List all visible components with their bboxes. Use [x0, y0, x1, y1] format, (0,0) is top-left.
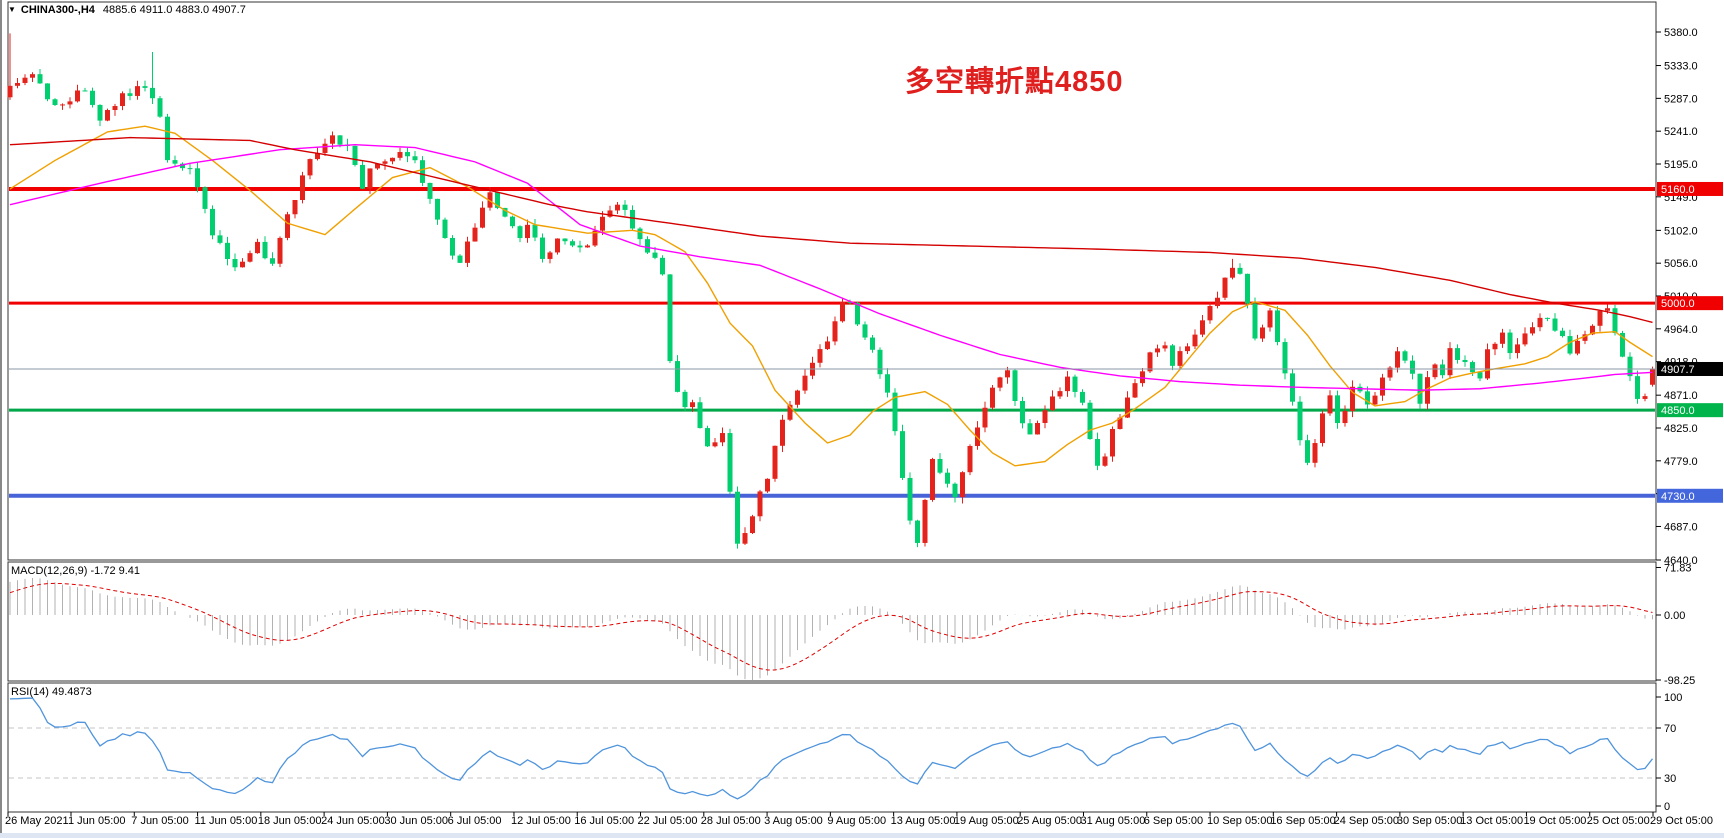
- svg-text:4825.0: 4825.0: [1664, 423, 1698, 435]
- svg-text:13 Oct 05:00: 13 Oct 05:00: [1460, 815, 1523, 827]
- annotation-text[interactable]: 多空轉折點4850: [905, 66, 1124, 98]
- svg-text:9 Aug 05:00: 9 Aug 05:00: [827, 815, 886, 827]
- svg-text:71.83: 71.83: [1664, 562, 1692, 574]
- svg-text:70: 70: [1664, 723, 1676, 735]
- svg-text:4850.0: 4850.0: [1661, 405, 1695, 417]
- svg-text:19 Oct 05:00: 19 Oct 05:00: [1523, 815, 1586, 827]
- svg-text:10 Sep 05:00: 10 Sep 05:00: [1207, 815, 1272, 827]
- svg-text:4964.0: 4964.0: [1664, 324, 1698, 336]
- svg-text:12 Jul 05:00: 12 Jul 05:00: [511, 815, 571, 827]
- svg-text:4871.0: 4871.0: [1664, 390, 1698, 402]
- svg-text:5000.0: 5000.0: [1661, 298, 1695, 310]
- svg-text:31 Aug 05:00: 31 Aug 05:00: [1080, 815, 1145, 827]
- ma-fast: [9, 125, 1653, 467]
- price-badges: 5160.0 5000.0 4850.0 4730.0 4907.7: [1657, 181, 1723, 503]
- svg-text:4907.7: 4907.7: [1661, 364, 1695, 376]
- price-level-lines[interactable]: [9, 186, 1655, 498]
- candlesticks: [7, 33, 1655, 549]
- svg-text:5333.0: 5333.0: [1664, 61, 1698, 73]
- rsi-panel: [9, 697, 1655, 800]
- symbol-dropdown-icon[interactable]: ▼: [8, 5, 16, 14]
- svg-text:25 Aug 05:00: 25 Aug 05:00: [1017, 815, 1082, 827]
- svg-text:5160.0: 5160.0: [1661, 184, 1695, 196]
- ma-slow: [9, 136, 1653, 324]
- svg-text:13 Aug 05:00: 13 Aug 05:00: [891, 815, 956, 827]
- rsi-name: RSI(14): [11, 686, 49, 698]
- svg-text:16 Jul 05:00: 16 Jul 05:00: [574, 815, 634, 827]
- symbol-timeframe-label: CHINA300-,H4: [20, 4, 95, 16]
- svg-text:25 Oct 05:00: 25 Oct 05:00: [1587, 815, 1650, 827]
- svg-text:22 Jul 05:00: 22 Jul 05:00: [638, 815, 698, 827]
- svg-text:11 Jun 05:00: 11 Jun 05:00: [195, 815, 258, 827]
- svg-text:24 Sep 05:00: 24 Sep 05:00: [1334, 815, 1399, 827]
- svg-text:5102.0: 5102.0: [1664, 225, 1698, 237]
- svg-text:5056.0: 5056.0: [1664, 258, 1698, 270]
- rsi-label: RSI(14) 49.4873: [11, 686, 92, 698]
- svg-text:0: 0: [1664, 801, 1670, 813]
- svg-text:5287.0: 5287.0: [1664, 93, 1698, 105]
- svg-text:24 Jun 05:00: 24 Jun 05:00: [321, 815, 385, 827]
- svg-text:29 Oct 05:00: 29 Oct 05:00: [1650, 815, 1713, 827]
- price-axis[interactable]: 5380.05333.05287.05241.05195.05149.05102…: [1656, 27, 1698, 813]
- svg-text:0.00: 0.00: [1664, 610, 1685, 622]
- svg-text:1 Jun 05:00: 1 Jun 05:00: [68, 815, 126, 827]
- time-axis[interactable]: 26 May 2021 1 Jun 05:00 7 Jun 05:00 11 Jun …: [5, 812, 1713, 827]
- svg-text:5195.0: 5195.0: [1664, 159, 1698, 171]
- svg-text:28 Jul 05:00: 28 Jul 05:00: [701, 815, 761, 827]
- svg-text:4640.0: 4640.0: [1664, 555, 1698, 567]
- macd-label: MACD(12,26,9) -1.72 9.41: [11, 565, 140, 577]
- svg-text:5380.0: 5380.0: [1664, 27, 1698, 39]
- svg-text:6 Sep 05:00: 6 Sep 05:00: [1144, 815, 1203, 827]
- svg-text:4687.0: 4687.0: [1664, 521, 1698, 533]
- svg-text:30 Jun 05:00: 30 Jun 05:00: [384, 815, 448, 827]
- macd-current-values: -1.72 9.41: [90, 565, 141, 577]
- rsi-current-value: 49.4873: [51, 686, 92, 698]
- svg-text:4730.0: 4730.0: [1661, 491, 1695, 503]
- svg-text:100: 100: [1664, 692, 1682, 704]
- symbol-info-bar: ▼ CHINA300-,H4 4885.6 4911.0 4883.0 4907.7: [8, 4, 246, 16]
- svg-text:3 Aug 05:00: 3 Aug 05:00: [764, 815, 823, 827]
- svg-text:5241.0: 5241.0: [1664, 126, 1698, 138]
- macd-name: MACD(12,26,9): [11, 565, 88, 577]
- svg-text:18 Jun 05:00: 18 Jun 05:00: [258, 815, 322, 827]
- svg-text:16 Sep 05:00: 16 Sep 05:00: [1270, 815, 1335, 827]
- svg-text:-98.25: -98.25: [1664, 675, 1695, 687]
- svg-text:7 Jun 05:00: 7 Jun 05:00: [131, 815, 189, 827]
- macd-panel: [9, 578, 1653, 681]
- svg-text:19 Aug 05:00: 19 Aug 05:00: [954, 815, 1019, 827]
- svg-text:30 Sep 05:00: 30 Sep 05:00: [1397, 815, 1462, 827]
- svg-text:26 May 2021: 26 May 2021: [5, 815, 69, 827]
- ohlc-readout: 4885.6 4911.0 4883.0 4907.7: [102, 4, 246, 16]
- moving-averages: [9, 125, 1653, 467]
- svg-text:30: 30: [1664, 773, 1676, 785]
- ma-mid: [9, 144, 1653, 391]
- svg-text:6 Jul 05:00: 6 Jul 05:00: [448, 815, 502, 827]
- svg-text:4779.0: 4779.0: [1664, 456, 1698, 468]
